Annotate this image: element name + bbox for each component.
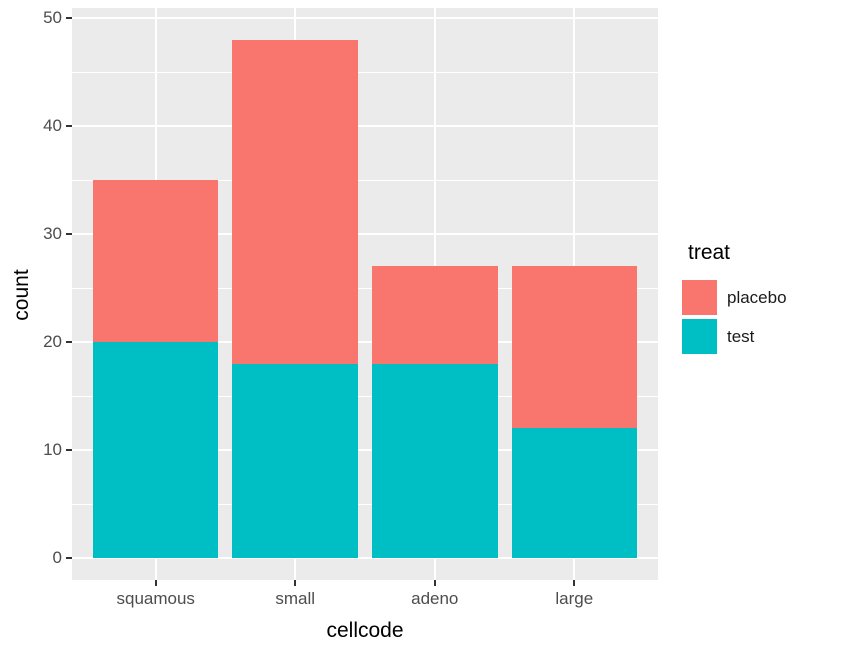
gridline-minor xyxy=(72,180,658,181)
legend: treat placebo test xyxy=(682,240,862,358)
y-tick-label: 10 xyxy=(43,440,62,459)
gridline-minor xyxy=(72,504,658,505)
y-tick-label: 30 xyxy=(43,224,62,243)
y-tick-label: 0 xyxy=(52,548,62,567)
gridline-minor xyxy=(72,396,658,397)
bar-segment-adeno-test xyxy=(371,363,498,558)
y-tick-mark xyxy=(66,125,72,127)
bar-segment-squamous-test xyxy=(92,342,219,558)
y-tick-mark xyxy=(66,233,72,235)
y-tick-label: 50 xyxy=(43,8,62,27)
legend-swatch-placebo xyxy=(682,280,717,315)
legend-item-placebo: placebo xyxy=(682,280,862,315)
gridline-minor xyxy=(72,288,658,289)
gridline-minor xyxy=(72,72,658,73)
legend-entries: placebo test xyxy=(682,280,862,354)
y-tick-mark xyxy=(66,449,72,451)
bar-segment-adeno-placebo xyxy=(371,266,498,364)
x-axis-title: cellcode xyxy=(326,619,404,642)
gridline-major xyxy=(72,125,658,127)
x-tick-label: adeno xyxy=(411,589,459,608)
y-tick-mark xyxy=(66,17,72,19)
x-tick-label: large xyxy=(555,589,594,608)
y-tick-mark xyxy=(66,341,72,343)
x-tick-mark xyxy=(294,580,297,586)
legend-swatch-test xyxy=(682,319,717,354)
gridline-major xyxy=(72,233,658,235)
bar-segment-small-test xyxy=(232,363,358,558)
plot-panel xyxy=(72,8,658,580)
x-tick-label: small xyxy=(275,589,316,608)
y-axis-title: count xyxy=(10,269,33,321)
x-tick-mark xyxy=(433,580,436,586)
bar-segment-small-placebo xyxy=(232,39,358,364)
y-tick-label: 20 xyxy=(43,332,62,351)
gridline-major xyxy=(72,557,658,559)
y-tick-label: 40 xyxy=(43,116,62,135)
gridline-major xyxy=(72,449,658,451)
bar-segment-squamous-placebo xyxy=(92,180,219,342)
legend-label: test xyxy=(727,326,755,346)
bar-segment-large-placebo xyxy=(511,266,638,429)
x-tick-mark xyxy=(573,580,576,586)
legend-label: placebo xyxy=(727,287,787,307)
legend-title: treat xyxy=(688,241,731,264)
gridline-major xyxy=(72,341,658,343)
legend-item-test: test xyxy=(682,319,862,354)
gridline-major xyxy=(72,17,658,19)
x-tick-label: squamous xyxy=(116,589,195,608)
y-tick-mark xyxy=(66,557,72,559)
bar-segment-large-test xyxy=(511,428,638,558)
x-tick-mark xyxy=(154,580,157,586)
